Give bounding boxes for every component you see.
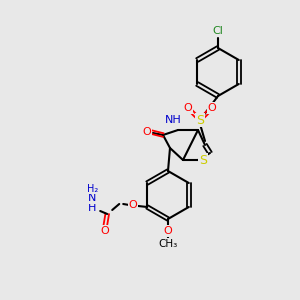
Text: N: N	[88, 193, 96, 203]
Text: O: O	[129, 200, 138, 210]
Text: O: O	[142, 127, 152, 137]
Text: H₂: H₂	[87, 184, 98, 194]
Text: O: O	[164, 226, 172, 236]
Text: S: S	[199, 154, 207, 166]
Text: S: S	[196, 113, 204, 127]
Text: H: H	[88, 203, 96, 213]
Text: O: O	[184, 103, 192, 113]
Text: O: O	[208, 103, 216, 113]
Text: Cl: Cl	[213, 26, 224, 36]
Text: NH: NH	[165, 115, 182, 125]
Text: CH₃: CH₃	[158, 239, 178, 249]
Text: O: O	[101, 226, 110, 236]
